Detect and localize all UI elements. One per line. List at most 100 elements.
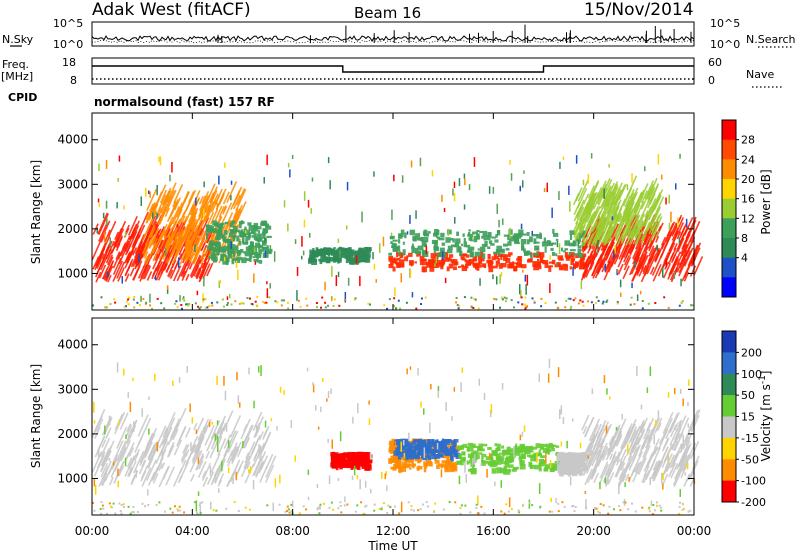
power-echo-streak — [140, 234, 149, 250]
power-scatter-echo — [253, 247, 256, 253]
velocity-scatter-echo — [255, 425, 258, 435]
velocity-scatter-echo — [483, 392, 486, 400]
power-echo-cell — [435, 262, 438, 266]
velocity-echo-streak — [653, 461, 662, 476]
velocity-scatter-echo — [236, 371, 238, 381]
velocity-scatter-echo — [584, 491, 587, 494]
velocity-echo-cell — [364, 461, 368, 466]
power-echo-streak — [193, 247, 202, 264]
power-scatter-echo — [230, 195, 232, 201]
power-scatter-echo — [558, 191, 560, 200]
velocity-scatter-echo — [680, 443, 682, 452]
power-ground-echo — [276, 301, 279, 304]
power-echo-streak — [157, 203, 169, 226]
velocity-scatter-echo — [272, 502, 274, 512]
velocity-echo-streak — [137, 414, 149, 437]
power-ground-echo — [602, 300, 605, 303]
velocity-scatter-echo — [195, 500, 198, 512]
power-echo-streak — [648, 245, 655, 257]
velocity-ground-echo — [332, 508, 335, 511]
power-echo-streak — [126, 230, 138, 254]
power-echo-streak — [585, 260, 594, 278]
velocity-echo-streak — [635, 445, 640, 453]
power-echo-cell — [548, 266, 552, 272]
velocity-echo-streak — [584, 453, 592, 467]
power-ground-echo — [605, 300, 608, 303]
velocity-echo-cell — [501, 445, 504, 449]
velocity-echo-cell — [401, 461, 406, 467]
velocity-echo-streak — [587, 434, 597, 452]
power-scatter-echo — [107, 271, 109, 278]
velocity-echo-streak — [646, 417, 655, 432]
power-echo-cell — [426, 262, 429, 268]
velocity-echo-streak — [198, 459, 204, 470]
power-ground-echo — [533, 300, 536, 303]
velocity-scatter-echo — [322, 378, 324, 383]
velocity-echo-streak — [213, 467, 219, 477]
power-echo-streak — [647, 221, 653, 231]
power-scatter-echo — [303, 191, 306, 201]
power-echo-streak — [628, 188, 635, 200]
power-echo-streak — [222, 206, 228, 215]
power-echo-cell — [337, 257, 342, 261]
velocity-ground-echo — [92, 501, 95, 504]
power-echo-streak — [116, 261, 126, 279]
power-echo-streak — [651, 253, 663, 276]
power-echo-streak — [143, 251, 149, 259]
power-echo-cell — [496, 245, 502, 252]
power-echo-streak — [591, 242, 596, 250]
power-scatter-echo — [425, 245, 428, 255]
velocity-ground-echo — [597, 510, 600, 513]
velocity-ground-echo — [417, 509, 420, 512]
velocity-ground-echo — [648, 510, 651, 513]
power-echo-streak — [613, 182, 623, 201]
power-scatter-echo — [492, 186, 495, 194]
velocity-echo-cell — [535, 443, 541, 449]
velocity-ground-echo — [681, 502, 684, 505]
velocity-echo-streak — [199, 424, 208, 442]
power-echo-streak — [593, 229, 603, 247]
velocity-echo-cell — [423, 461, 427, 467]
power-echo-streak — [681, 243, 689, 257]
velocity-echo-streak — [669, 428, 679, 446]
velocity-ground-echo — [475, 507, 478, 510]
power-scatter-echo — [411, 292, 414, 298]
velocity-ground-echo — [574, 506, 577, 508]
power-echo-cell — [460, 256, 464, 260]
power-echo-streak — [586, 213, 592, 223]
power-echo-cell — [487, 232, 492, 238]
velocity-echo-streak — [641, 429, 651, 448]
power-colorbar-tick-label: 8 — [741, 232, 748, 245]
velocity-echo-streak — [630, 429, 637, 442]
power-scatter-echo — [488, 186, 491, 194]
velocity-echo-cell — [560, 462, 566, 466]
velocity-echo-cell — [417, 465, 420, 471]
power-scatter-echo — [596, 250, 598, 254]
velocity-echo-cell — [454, 446, 460, 451]
velocity-echo-streak — [161, 434, 168, 446]
power-echo-streak — [640, 230, 648, 244]
power-echo-streak — [679, 225, 686, 237]
power-echo-streak — [171, 202, 184, 225]
velocity-echo-streak — [607, 472, 615, 485]
power-ground-echo — [202, 298, 205, 301]
power-echo-cell — [564, 240, 571, 246]
power-echo-streak — [601, 244, 607, 252]
power-echo-streak — [152, 231, 164, 255]
velocity-echo-cell — [511, 458, 515, 463]
velocity-scatter-echo — [572, 418, 574, 422]
power-scatter-echo — [283, 200, 286, 208]
velocity-echo-cell — [331, 455, 338, 460]
velocity-scatter-echo — [453, 387, 456, 392]
power-echo-cell — [556, 262, 561, 267]
velocity-ground-echo — [373, 509, 376, 512]
power-scatter-echo — [620, 292, 622, 297]
power-echo-streak — [137, 224, 146, 239]
power-ground-echo — [156, 297, 159, 300]
velocity-ground-echo — [122, 506, 125, 508]
velocity-echo-cell — [449, 446, 456, 451]
velocity-ground-echo — [120, 512, 123, 515]
velocity-echo-cell — [472, 450, 479, 456]
velocity-echo-cell — [457, 445, 462, 451]
velocity-scatter-echo — [569, 476, 572, 486]
